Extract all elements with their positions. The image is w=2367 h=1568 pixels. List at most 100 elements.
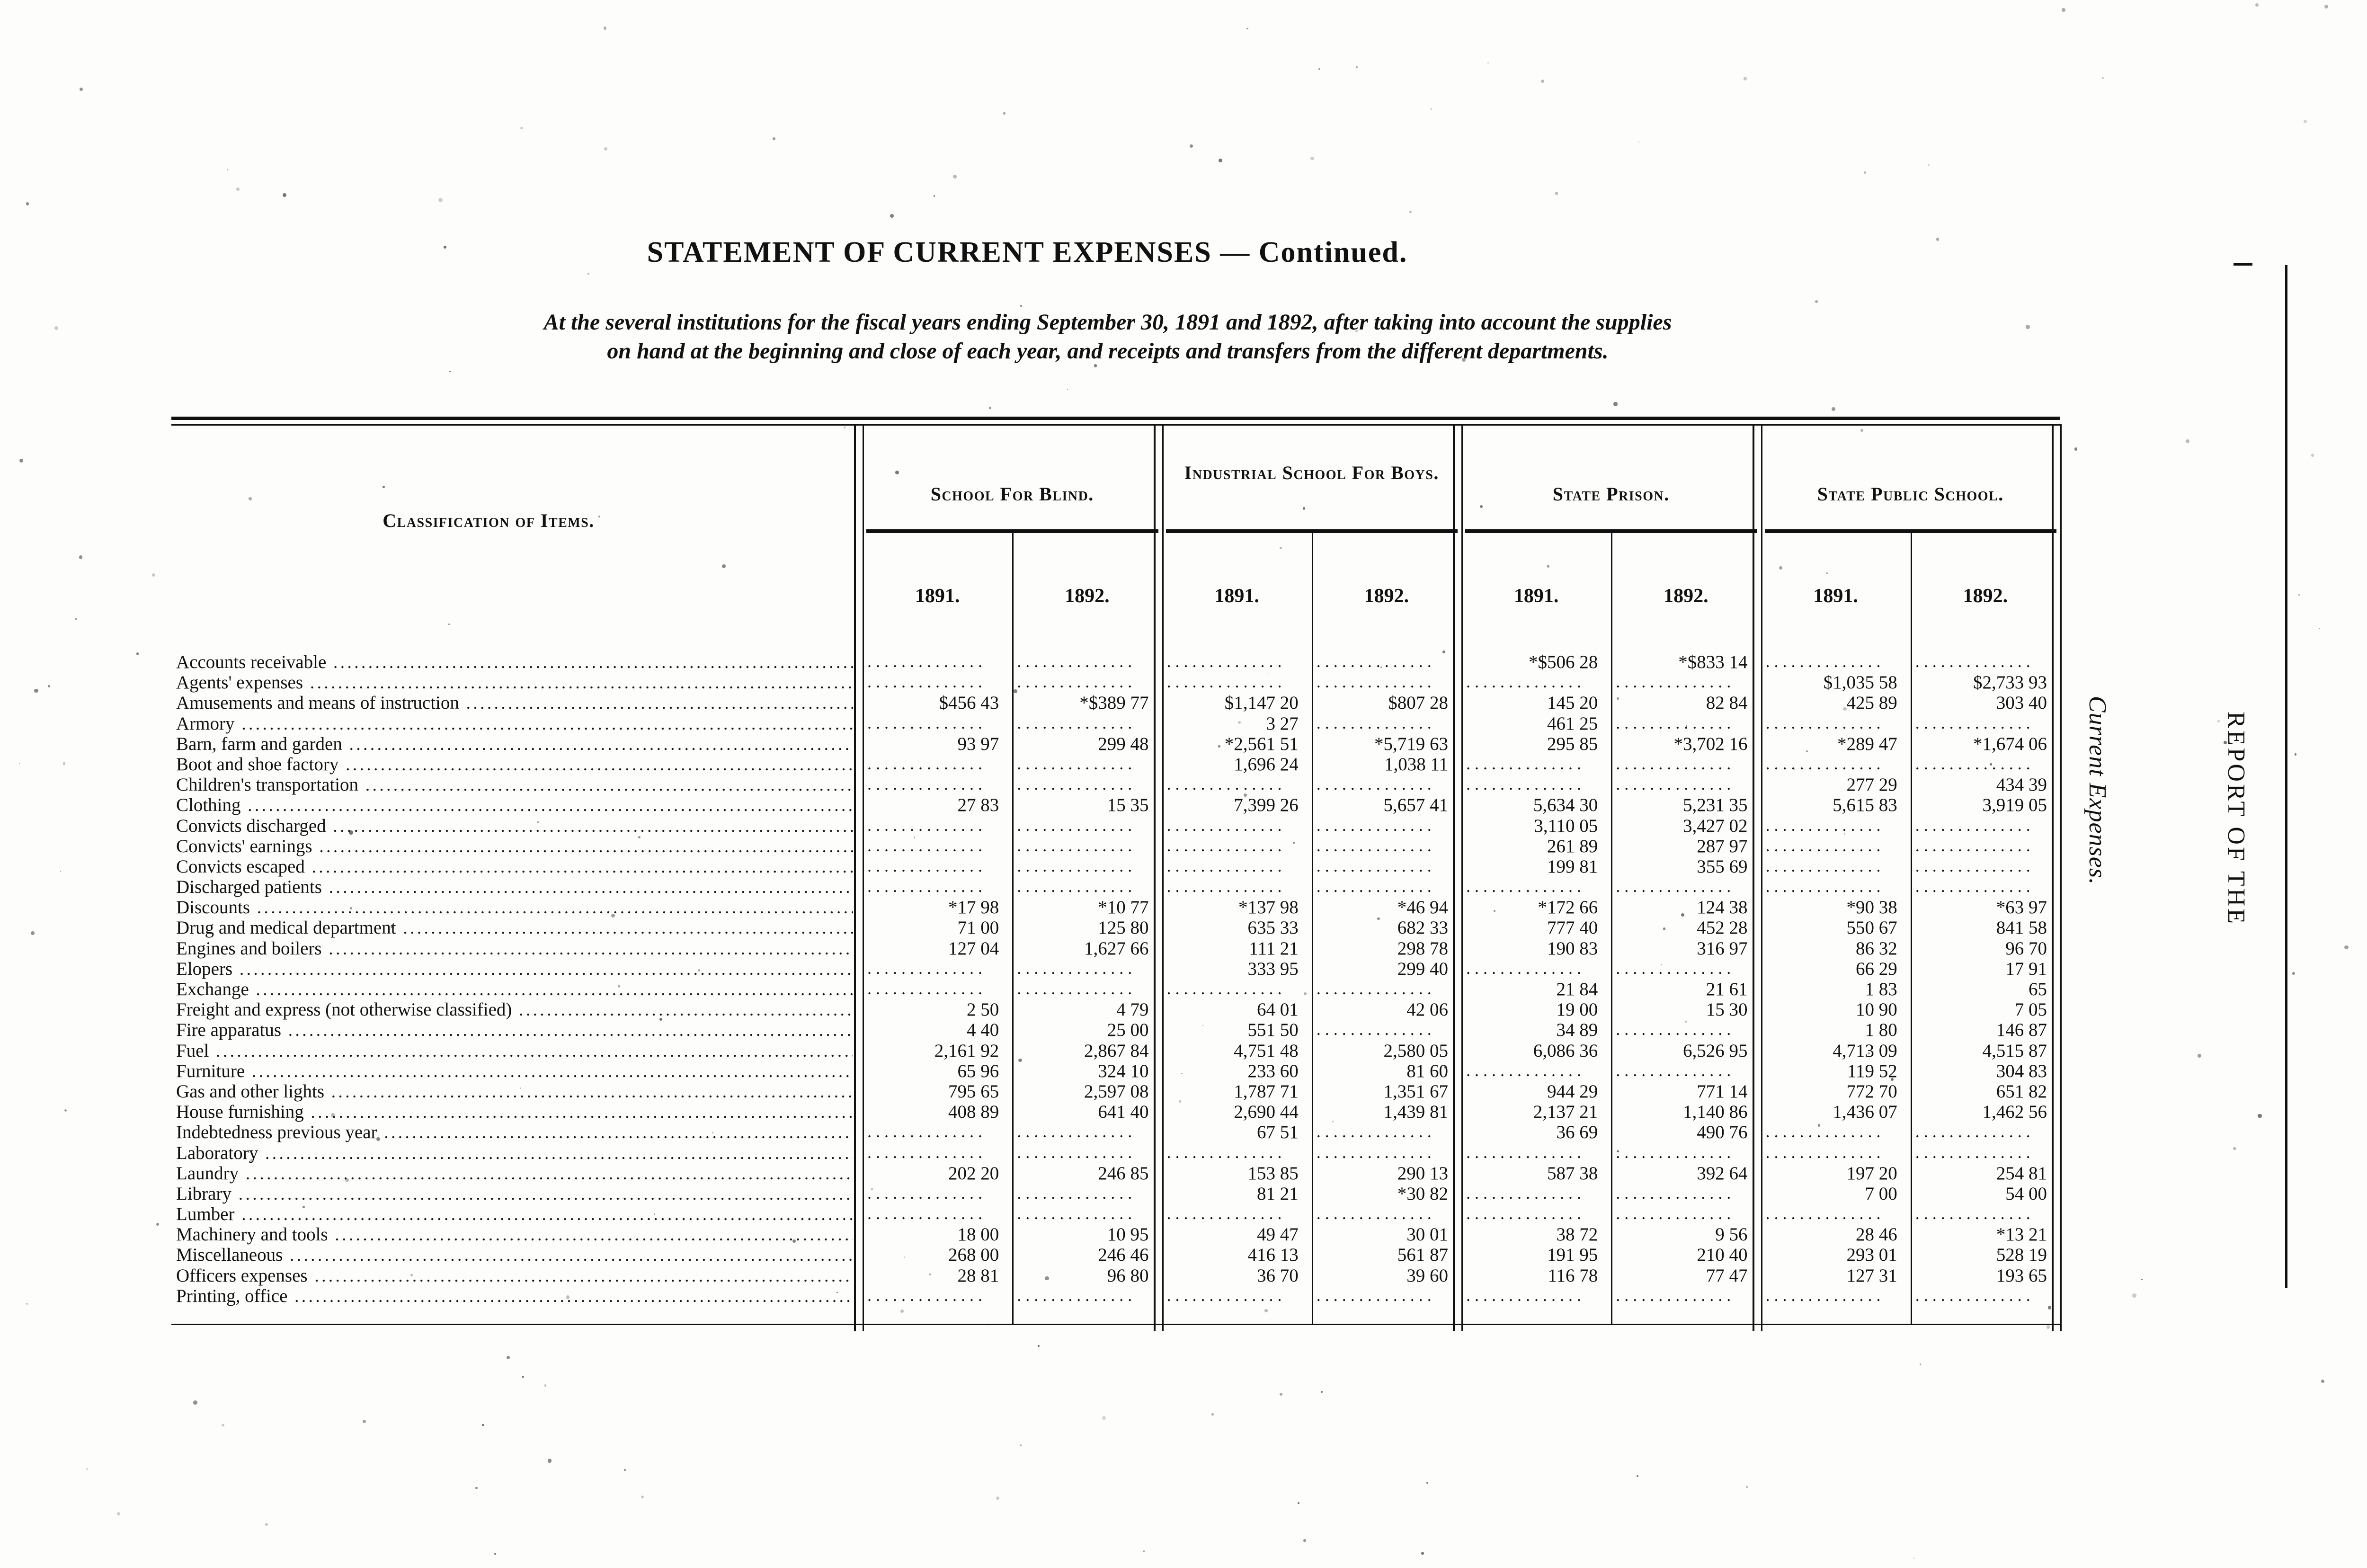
page-subtitle: At the several institutions for the fisc… <box>170 308 2045 366</box>
scan-speck <box>249 1159 254 1163</box>
scan-speck <box>86 1468 88 1470</box>
table-cell-empty: .............. <box>1166 979 1286 998</box>
scan-speck <box>383 485 385 488</box>
table-cell-value: 77 47 <box>1706 1265 1748 1286</box>
table-cell-value: 2,597 08 <box>1084 1081 1149 1102</box>
year-header-0-0: 1891. <box>915 585 960 607</box>
table-cell-empty: .............. <box>1616 877 1735 896</box>
table-cell-value: 2,580 05 <box>1383 1040 1449 1061</box>
scan-speck <box>47 685 51 688</box>
scan-speck <box>193 1400 197 1405</box>
table-cell-value: 268 00 <box>948 1245 999 1265</box>
table-cell-value: 277 29 <box>1846 775 1897 795</box>
column-divider-outer-1 <box>1153 424 1156 1332</box>
year-header-1-0: 1891. <box>1214 585 1259 607</box>
table-cell-value: 42 06 <box>1406 999 1448 1020</box>
table-cell-value: 86 32 <box>1856 938 1897 959</box>
table-cell-empty: .............. <box>1166 836 1286 855</box>
table-cell-empty: .............. <box>1616 775 1735 794</box>
table-cell-value: 1,627 66 <box>1084 938 1149 959</box>
table-cell-empty: .............. <box>867 856 987 875</box>
table-cell-value: 3,110 05 <box>1534 815 1598 836</box>
table-cell-value: 2 50 <box>967 999 999 1020</box>
scan-speck <box>349 907 352 909</box>
table-cell-empty: .............. <box>867 979 987 998</box>
year-header-2-0: 1891. <box>1513 585 1559 607</box>
table-cell-empty: .............. <box>1466 1285 1585 1305</box>
scan-speck <box>1540 79 1544 83</box>
table-cell-empty: .............. <box>867 836 987 855</box>
scan-speck <box>712 1131 714 1133</box>
table-cell-value: 333 95 <box>1247 958 1299 979</box>
row-label: Officers expenses ......................… <box>176 1265 853 1286</box>
table-cell-empty: .............. <box>1915 1122 2035 1141</box>
table-cell-empty: .............. <box>867 815 987 835</box>
table-cell-value: 10 90 <box>1856 999 1897 1020</box>
table-cell-value: 15 35 <box>1107 795 1149 816</box>
table-cell-empty: .............. <box>1466 1204 1585 1223</box>
scan-speck <box>152 573 156 577</box>
column-divider-inner-4 <box>2060 424 2062 1332</box>
scan-speck <box>2311 454 2314 457</box>
column-divider-inner-2 <box>1461 424 1463 1332</box>
scan-speck <box>265 1523 268 1526</box>
scan-speck <box>2047 1306 2052 1310</box>
table-cell-value: 408 89 <box>948 1102 999 1123</box>
table-cell-empty: .............. <box>867 672 987 692</box>
table-top-rule-secondary <box>171 424 2060 426</box>
table-cell-value: 36 69 <box>1556 1122 1598 1143</box>
year-divider-0 <box>1012 530 1014 1324</box>
table-cell-value: 461 25 <box>1547 713 1598 734</box>
table-cell-value: 4 40 <box>967 1020 999 1041</box>
table-row: Discharged patients ....................… <box>171 877 2060 899</box>
table-cell-empty: .............. <box>1017 856 1137 875</box>
group-title-underline-0 <box>866 529 1158 533</box>
scan-speck <box>2321 1380 2324 1383</box>
table-cell-empty: .............. <box>1765 1122 1885 1141</box>
year-header-3-1: 1892. <box>1963 585 2008 607</box>
scan-speck <box>1218 745 1220 748</box>
table-cell-value: 49 47 <box>1257 1224 1299 1245</box>
table-cell-empty: .............. <box>1915 877 2035 896</box>
table-cell-empty: .............. <box>1166 672 1286 692</box>
table-cell-empty: .............. <box>1616 958 1735 978</box>
table-cell-value: 17 91 <box>2005 958 2047 979</box>
scan-speck <box>116 1512 121 1516</box>
table-cell-empty: .............. <box>867 1142 987 1162</box>
table-top-rule <box>171 417 2060 420</box>
scan-speck <box>1102 1416 1106 1420</box>
table-cell-empty: .............. <box>867 652 987 671</box>
table-cell-value: 528 19 <box>1996 1245 2047 1265</box>
scan-speck <box>792 1239 796 1243</box>
page-number: 24 <box>2365 247 2367 270</box>
table-cell-empty: .............. <box>1316 652 1436 671</box>
scan-speck <box>303 1205 305 1208</box>
scan-speck <box>986 1324 988 1326</box>
year-header-2-1: 1892. <box>1664 585 1709 607</box>
table-cell-value: 127 04 <box>948 938 999 959</box>
scan-speck <box>1355 330 1358 332</box>
table-cell-empty: .............. <box>1316 1204 1436 1223</box>
table-cell-value: 124 38 <box>1697 897 1748 918</box>
table-cell-empty: .............. <box>1915 713 2035 732</box>
scan-speck <box>989 407 991 409</box>
table-cell-value: 287 97 <box>1697 836 1748 856</box>
row-label: Barn, farm and garden ..................… <box>176 733 853 754</box>
table-cell-value: 304 83 <box>1996 1060 2047 1081</box>
table-cell-empty: .............. <box>1466 1060 1585 1080</box>
scan-speck <box>2233 1147 2236 1150</box>
table-cell-value: 127 31 <box>1846 1265 1897 1286</box>
table-cell-empty: .............. <box>1017 672 1137 692</box>
table-cell-empty: .............. <box>867 1285 987 1305</box>
table-row: Laboratory .............................… <box>171 1142 2060 1165</box>
table-cell-value: 191 95 <box>1547 1245 1598 1265</box>
scan-speck <box>1238 721 1241 724</box>
scan-speck <box>2298 594 2300 596</box>
year-header-3-0: 1891. <box>1813 585 1858 607</box>
table-cell-value: *13 21 <box>1996 1224 2047 1245</box>
scan-speck <box>26 1302 28 1305</box>
table-cell-value: 10 95 <box>1107 1224 1149 1245</box>
page-title: STATEMENT OF CURRENT EXPENSES — Continue… <box>647 236 1408 268</box>
table-cell-empty: .............. <box>1915 1204 2035 1223</box>
